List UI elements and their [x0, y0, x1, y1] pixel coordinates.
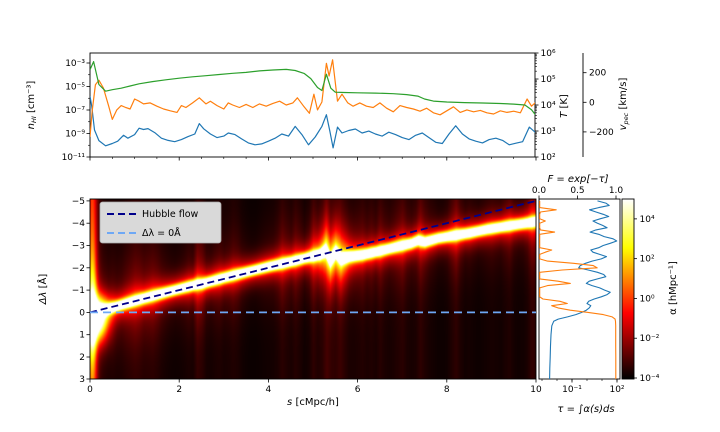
- f-tick-label: 0.5: [570, 186, 584, 196]
- colorbar-tick-label: 10⁴: [640, 215, 655, 225]
- nhi-tick-label: 10⁻¹¹: [62, 153, 86, 163]
- generated-chart-elements: 10⁻³10⁻⁵10⁻⁷10⁻⁹10⁻¹¹10⁶10⁵10⁴10³10²2000…: [62, 49, 660, 395]
- s-tick-label: 2: [176, 385, 182, 395]
- tau-tick-label: 10⁻¹: [562, 385, 582, 395]
- dlambda-tick-label: 3: [79, 375, 85, 385]
- vpec-tick-label: −200: [589, 128, 614, 138]
- colorbar-tick-label: 10⁰: [640, 294, 655, 304]
- s-tick-label: 4: [266, 385, 272, 395]
- dlambda-tick-label: 2: [79, 353, 85, 363]
- dlambda-tick-label: −5: [72, 197, 85, 207]
- dlambda-tick-label: 1: [79, 331, 85, 341]
- colorbar-tick-label: 10⁻⁴: [640, 374, 660, 384]
- temp-tick-label: 10²: [541, 153, 556, 163]
- dlambda-tick-label: −2: [72, 264, 85, 274]
- temp-tick-label: 10⁶: [541, 49, 556, 59]
- s-tick-label: 6: [355, 385, 361, 395]
- dlambda-tick-label: −1: [72, 286, 85, 296]
- vpec-axis-label: vpec [km/s]: [618, 78, 630, 131]
- nhi-tick-label: 10⁻⁷: [65, 106, 85, 116]
- colorbar-tick-label: 10²: [640, 255, 655, 265]
- vpec-curve: [90, 60, 535, 116]
- f-tick-label: 0.0: [532, 186, 547, 196]
- transmission-axis-label: F = exp[−τ]: [547, 174, 608, 185]
- dlambda-axis-label: Δλ [Å]: [36, 274, 49, 306]
- tau-curve: [549, 200, 618, 379]
- colorbar-gradient: [622, 199, 634, 379]
- top-panel-frame: [89, 52, 536, 158]
- legend-label: Δλ = 0Å: [142, 227, 181, 239]
- s-tick-label: 0: [87, 385, 93, 395]
- nhi-curve: [90, 96, 535, 149]
- tau-tick-label: 10²: [609, 385, 624, 395]
- nhi-tick-label: 10⁻⁵: [65, 83, 85, 93]
- optical-depth-axis-label: τ = ∫α(s)ds: [557, 404, 614, 415]
- dlambda-tick-label: 0: [79, 308, 85, 318]
- s-axis-label: s [cMpc/h]: [287, 397, 339, 408]
- alpha-colorbar-label: α [hMpc⁻¹]: [668, 261, 679, 315]
- dlambda-tick-label: −4: [72, 219, 86, 229]
- nhi-tick-label: 10⁻³: [65, 59, 85, 69]
- temperature-axis-label: T [K]: [559, 94, 570, 118]
- colorbar-tick-label: 10⁻²: [640, 334, 660, 344]
- f-tick-label: 1.0: [609, 186, 624, 196]
- nhi-tick-label: 10⁻⁹: [65, 130, 85, 140]
- dlambda-tick-label: −3: [72, 242, 85, 252]
- temperature-curve: [90, 59, 535, 137]
- s-tick-label: 8: [444, 385, 450, 395]
- main-panel-frame: [89, 198, 537, 380]
- temp-tick-label: 10³: [541, 127, 556, 137]
- side-panel-frame: [538, 198, 621, 380]
- vpec-tick-label: 0: [589, 98, 595, 108]
- temp-tick-label: 10⁵: [541, 75, 556, 85]
- temp-tick-label: 10⁴: [541, 101, 556, 111]
- s-tick-label: 10: [530, 385, 542, 395]
- colorbar-frame: [621, 198, 635, 380]
- legend-label: Hubble flow: [142, 209, 199, 220]
- nhi-axis-label: nHI [cm⁻³]: [26, 81, 38, 130]
- vpec-tick-label: 200: [589, 69, 606, 79]
- transmission-curve: [539, 200, 617, 379]
